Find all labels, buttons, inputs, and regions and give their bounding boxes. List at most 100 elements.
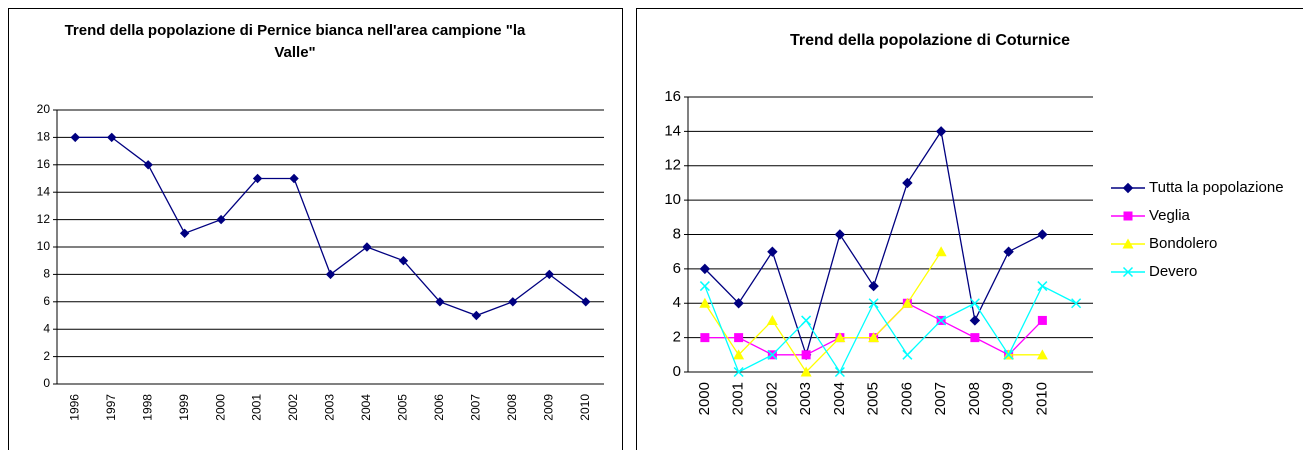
marker (767, 349, 778, 360)
x-tick-label: 2000 (696, 382, 713, 415)
marker (969, 298, 980, 309)
x-tick-label: 2003 (323, 394, 337, 421)
chart-title: Trend della popolazione di Coturnice (789, 32, 1071, 49)
marker (70, 132, 80, 143)
marker (902, 349, 913, 360)
marker (362, 242, 372, 252)
x-tick-label: 1996 (67, 394, 81, 421)
marker (800, 366, 812, 377)
legend-label: Devero (1149, 263, 1197, 280)
chart-frame (8, 8, 623, 450)
marker (969, 315, 981, 326)
y-tick-label: 6 (43, 294, 50, 308)
marker (508, 297, 518, 307)
y-tick-label: 4 (673, 294, 681, 311)
marker (733, 366, 744, 378)
marker (106, 132, 117, 143)
y-tick-label: 14 (664, 122, 681, 139)
series-line (704, 251, 1043, 374)
marker (544, 269, 555, 280)
marker (1037, 315, 1047, 325)
x-tick-label: 2005 (865, 382, 882, 415)
marker (1036, 349, 1048, 360)
marker (216, 214, 226, 225)
x-tick-label: 2006 (898, 382, 915, 415)
chart-frame (636, 8, 1303, 450)
marker (699, 281, 710, 292)
x-tick-label: 2004 (831, 382, 848, 415)
x-tick-label: 1998 (140, 394, 154, 421)
marker (834, 332, 846, 343)
x-tick-label: 2002 (763, 382, 780, 415)
marker (581, 297, 591, 307)
x-tick-label: 1999 (177, 394, 191, 421)
y-tick-label: 10 (37, 239, 51, 253)
marker (767, 246, 778, 257)
x-tick-label: 2007 (932, 382, 949, 415)
x-tick-label: 2010 (578, 394, 592, 421)
marker (970, 333, 980, 343)
marker (699, 263, 711, 275)
y-tick-label: 12 (664, 157, 681, 174)
marker (398, 255, 409, 266)
marker (1037, 281, 1048, 292)
y-tick-label: 10 (664, 191, 681, 208)
marker (868, 332, 880, 343)
title-box: Trend della popolazione di Pernice bianc… (64, 22, 526, 61)
marker (143, 160, 153, 170)
marker (868, 280, 879, 292)
x-tick-label: 2008 (966, 382, 983, 415)
marker (435, 297, 445, 307)
marker (1122, 266, 1134, 278)
y-tick-label: 8 (43, 267, 50, 281)
x-tick-label: 2009 (1000, 382, 1017, 415)
marker (868, 298, 879, 309)
y-tick-label: 6 (673, 260, 681, 277)
x-tick-label: 2002 (286, 394, 300, 421)
marker (252, 173, 263, 184)
marker (766, 314, 778, 325)
x-tick-label: 2001 (250, 394, 264, 421)
legend-label: Veglia (1149, 207, 1191, 224)
marker (325, 269, 336, 280)
marker (1123, 211, 1133, 221)
x-tick-label: 2008 (505, 394, 519, 421)
marker (935, 246, 947, 257)
x-tick-label: 2009 (541, 394, 555, 421)
marker (734, 333, 744, 343)
y-tick-label: 16 (664, 88, 681, 105)
y-tick-label: 2 (673, 329, 681, 346)
marker (935, 126, 947, 137)
legend-label: Bondolero (1149, 235, 1217, 252)
marker (700, 333, 710, 343)
marker (801, 350, 811, 360)
marker (901, 297, 913, 308)
chart-title: Trend della popolazione di Pernice bianc… (64, 22, 526, 61)
marker (801, 315, 812, 326)
marker (1122, 182, 1134, 194)
y-tick-label: 8 (673, 225, 681, 242)
x-tick-label: 2007 (469, 394, 483, 421)
y-tick-label: 12 (37, 212, 51, 226)
marker (1071, 298, 1082, 309)
x-tick-label: 2004 (359, 394, 373, 421)
x-tick-label: 1997 (104, 394, 118, 421)
x-tick-label: 2005 (396, 394, 410, 421)
marker (699, 297, 711, 308)
marker (1003, 349, 1014, 360)
marker (834, 229, 846, 240)
marker (471, 310, 482, 321)
x-tick-label: 2010 (1033, 382, 1050, 415)
x-tick-label: 2006 (432, 394, 446, 421)
y-tick-label: 16 (37, 157, 51, 171)
y-tick-label: 18 (37, 130, 51, 144)
marker (1122, 238, 1134, 249)
marker (834, 366, 845, 378)
marker (289, 173, 299, 184)
y-tick-label: 4 (43, 321, 50, 335)
marker (1003, 246, 1014, 257)
x-tick-label: 2001 (730, 382, 747, 415)
y-tick-label: 20 (37, 102, 51, 116)
x-tick-label: 2003 (797, 382, 814, 415)
